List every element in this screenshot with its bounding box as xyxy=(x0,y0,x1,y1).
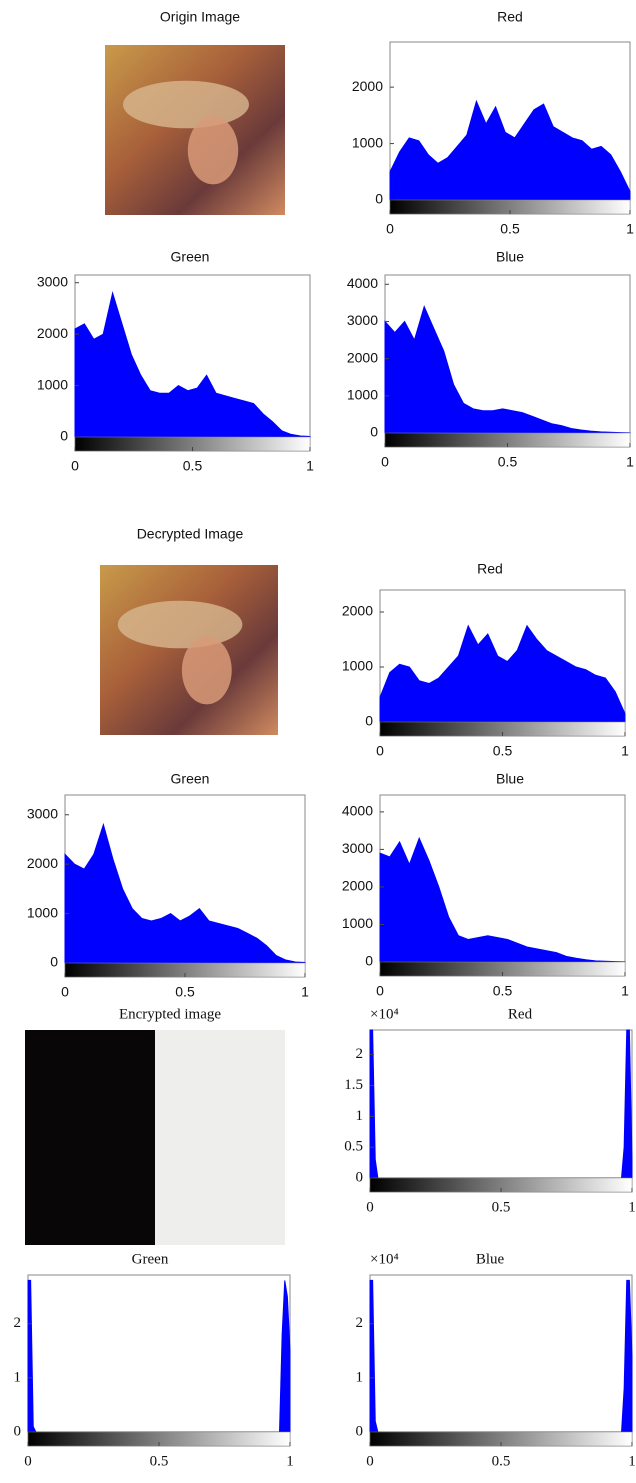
y-tick-label: 2 xyxy=(356,1315,364,1331)
plot-frame xyxy=(369,1274,633,1447)
image-face xyxy=(187,116,239,185)
y-tick-label: 3000 xyxy=(347,312,378,328)
axis-note: ×10⁴ xyxy=(370,1006,399,1022)
x-tick-label: 1 xyxy=(626,454,634,470)
y-tick-label: 1000 xyxy=(27,904,58,920)
y-tick-label: 2 xyxy=(14,1315,22,1331)
y-tick-label: 1000 xyxy=(347,387,378,403)
x-tick-label: 1 xyxy=(306,458,314,474)
axis-note: ×10⁴ xyxy=(370,1251,399,1267)
x-tick-label: 1 xyxy=(621,983,629,999)
y-tick-label: 1 xyxy=(356,1369,364,1385)
y-tick-label: 4000 xyxy=(342,803,373,819)
y-tick-label: 1 xyxy=(14,1369,22,1385)
y-tick-label: 0 xyxy=(356,1169,364,1185)
x-tick-label: 0.5 xyxy=(183,458,203,474)
image-hat xyxy=(117,600,243,649)
x-tick-label: 0.5 xyxy=(150,1453,169,1469)
y-tick-label: 3000 xyxy=(27,805,58,821)
y-tick-label: 1.5 xyxy=(344,1077,363,1093)
chart-title: Origin Image xyxy=(160,9,240,25)
x-tick-label: 0 xyxy=(71,458,79,474)
y-tick-label: 3000 xyxy=(342,840,373,856)
histogram-area xyxy=(384,305,631,434)
y-tick-label: 0 xyxy=(14,1423,22,1439)
histogram-area xyxy=(379,836,626,963)
x-tick-label: 0.5 xyxy=(493,983,513,999)
x-tick-label: 0.5 xyxy=(492,1453,511,1469)
x-tick-label: 0 xyxy=(376,983,384,999)
chart-title: Encrypted image xyxy=(119,1006,221,1022)
x-tick-label: 0.5 xyxy=(500,221,520,237)
y-tick-label: 0.5 xyxy=(344,1139,363,1155)
y-tick-label: 1 xyxy=(356,1108,364,1124)
y-tick-label: 0 xyxy=(50,954,58,970)
x-tick-label: 0.5 xyxy=(498,454,518,470)
x-tick-label: 0 xyxy=(61,984,69,1000)
x-tick-label: 0 xyxy=(366,1199,374,1215)
image-face xyxy=(181,636,232,705)
histogram-area xyxy=(389,99,631,201)
chart-title: Green xyxy=(171,249,210,265)
y-tick-label: 1000 xyxy=(37,376,68,392)
y-tick-label: 0 xyxy=(356,1423,364,1439)
y-tick-label: 2 xyxy=(356,1046,364,1062)
x-tick-label: 0.5 xyxy=(493,743,513,759)
x-tick-label: 0.5 xyxy=(175,984,195,1000)
histogram-area xyxy=(64,822,306,964)
x-tick-label: 0 xyxy=(381,454,389,470)
chart-title: Blue xyxy=(496,249,524,265)
y-tick-label: 4000 xyxy=(347,275,378,291)
x-tick-label: 0 xyxy=(24,1453,32,1469)
y-tick-label: 2000 xyxy=(342,603,373,619)
x-tick-label: 1 xyxy=(286,1453,294,1469)
chart-title: Red xyxy=(508,1006,533,1022)
y-tick-label: 0 xyxy=(365,713,373,729)
y-tick-label: 1000 xyxy=(342,915,373,931)
x-tick-label: 0 xyxy=(366,1453,374,1469)
image-hat xyxy=(123,80,249,129)
x-tick-label: 0 xyxy=(376,743,384,759)
image-dark xyxy=(25,1030,155,1245)
x-tick-label: 1 xyxy=(628,1453,636,1469)
x-tick-label: 1 xyxy=(626,221,634,237)
x-tick-label: 1 xyxy=(301,984,309,1000)
y-tick-label: 2000 xyxy=(347,349,378,365)
y-tick-label: 1000 xyxy=(342,658,373,674)
histogram-area xyxy=(74,291,311,438)
y-tick-label: 1000 xyxy=(352,134,383,150)
y-tick-label: 0 xyxy=(60,428,68,444)
y-tick-label: 2000 xyxy=(27,855,58,871)
y-tick-label: 0 xyxy=(375,191,383,207)
x-tick-label: 0.5 xyxy=(492,1199,511,1215)
histogram-area xyxy=(379,624,626,723)
chart-title: Blue xyxy=(496,771,524,787)
y-tick-label: 2000 xyxy=(37,325,68,341)
chart-title: Green xyxy=(132,1251,169,1267)
serif-panels: Encrypted image Red ×10⁴ 0 0.5 1 1.5 2 0 0.5 1 Gree… xyxy=(14,1006,636,1469)
y-tick-label: 2000 xyxy=(342,878,373,894)
chart-title: Red xyxy=(497,9,523,25)
chart-title: Decrypted Image xyxy=(137,526,244,542)
y-tick-label: 3000 xyxy=(37,273,68,289)
y-tick-label: 2000 xyxy=(352,78,383,94)
chart-title: Blue xyxy=(476,1251,505,1267)
chart-title: Green xyxy=(171,771,210,787)
y-tick-label: 0 xyxy=(370,424,378,440)
x-tick-label: 1 xyxy=(628,1199,636,1215)
plot-frame xyxy=(27,1274,291,1447)
chart-title: Red xyxy=(477,561,503,577)
y-tick-label: 0 xyxy=(365,953,373,969)
image-light xyxy=(155,1030,285,1245)
plot-frame xyxy=(369,1029,633,1193)
x-tick-label: 0 xyxy=(386,221,394,237)
x-tick-label: 1 xyxy=(621,743,629,759)
